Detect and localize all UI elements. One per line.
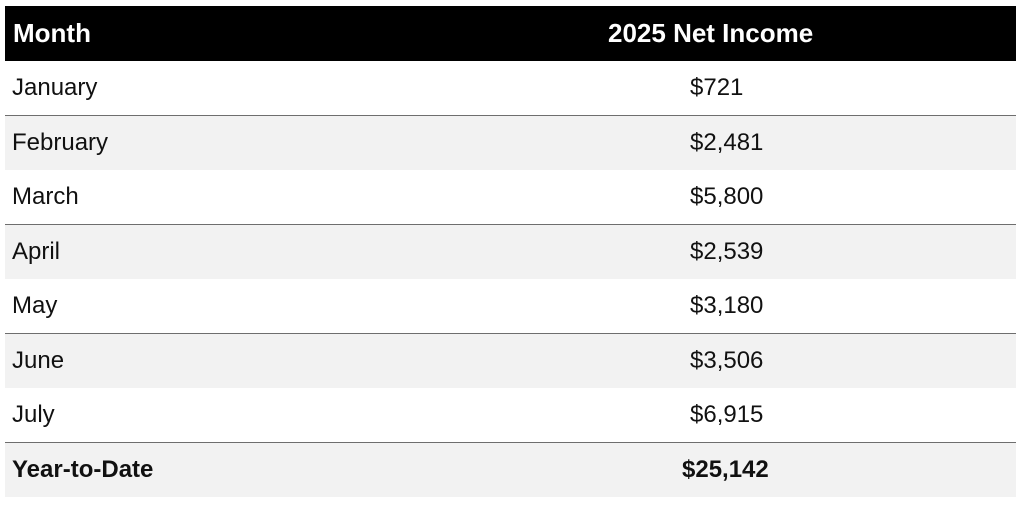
table-row: February $2,481 xyxy=(5,115,1016,170)
net-income-table: Month 2025 Net Income January $721 Febru… xyxy=(5,6,1016,497)
table-row: April $2,539 xyxy=(5,224,1016,279)
table-row: July $6,915 xyxy=(5,388,1016,443)
table-body: January $721 February $2,481 March $5,80… xyxy=(5,61,1016,497)
table-row: March $5,800 xyxy=(5,170,1016,225)
income-cell: $5,800 xyxy=(435,170,1016,225)
income-cell: $6,915 xyxy=(435,388,1016,443)
income-cell: $721 xyxy=(435,61,1016,116)
month-cell: July xyxy=(5,388,435,443)
total-income: $25,142 xyxy=(435,442,1016,497)
total-row: Year-to-Date $25,142 xyxy=(5,442,1016,497)
table-row: June $3,506 xyxy=(5,333,1016,388)
month-cell: June xyxy=(5,333,435,388)
income-cell: $2,539 xyxy=(435,224,1016,279)
income-cell: $3,506 xyxy=(435,333,1016,388)
table-row: May $3,180 xyxy=(5,279,1016,334)
income-cell: $2,481 xyxy=(435,115,1016,170)
month-cell: March xyxy=(5,170,435,225)
income-cell: $3,180 xyxy=(435,279,1016,334)
month-cell: January xyxy=(5,61,435,116)
table-header: Month 2025 Net Income xyxy=(5,6,1016,61)
net-income-table-container: Month 2025 Net Income January $721 Febru… xyxy=(5,6,1016,497)
income-column-header: 2025 Net Income xyxy=(435,6,1016,61)
header-row: Month 2025 Net Income xyxy=(5,6,1016,61)
month-column-header: Month xyxy=(5,6,435,61)
month-cell: April xyxy=(5,224,435,279)
month-cell: February xyxy=(5,115,435,170)
total-label: Year-to-Date xyxy=(5,442,435,497)
table-row: January $721 xyxy=(5,61,1016,116)
month-cell: May xyxy=(5,279,435,334)
